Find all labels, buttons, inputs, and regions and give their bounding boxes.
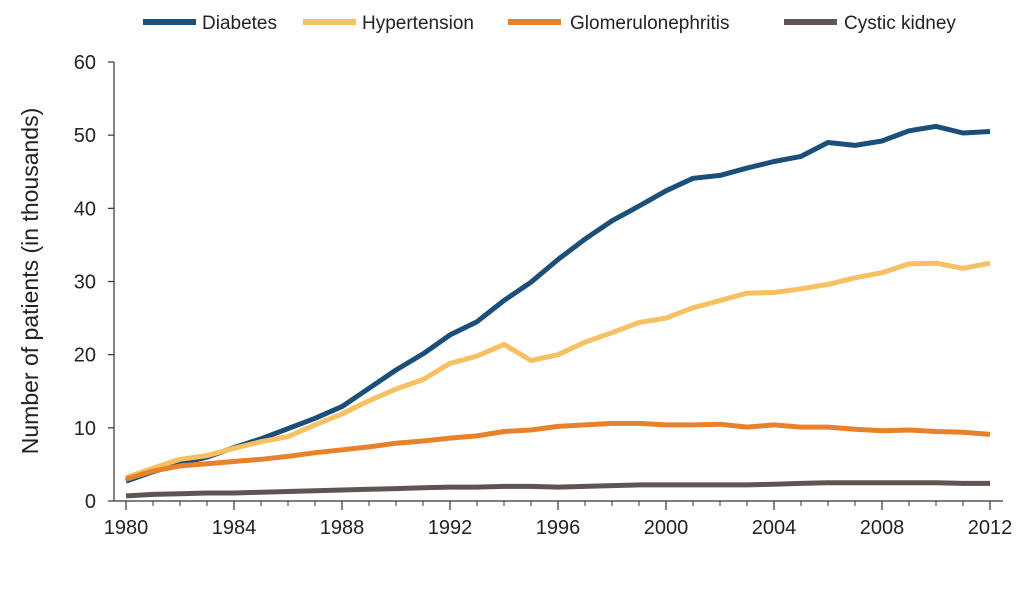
series-lines bbox=[125, 123, 991, 499]
y-tick-label: 50 bbox=[74, 125, 96, 147]
legend-label-cystic-kidney: Cystic kidney bbox=[844, 13, 956, 34]
y-tick-label: 20 bbox=[74, 345, 96, 367]
x-tick-label: 2008 bbox=[860, 517, 905, 539]
legend-label-glomerulonephritis: Glomerulonephritis bbox=[570, 13, 729, 34]
series-line-glomerulonephritis bbox=[125, 420, 991, 482]
legend-label-diabetes: Diabetes bbox=[202, 13, 277, 34]
x-tick-label: 1984 bbox=[212, 517, 257, 539]
legend-label-hypertension: Hypertension bbox=[362, 13, 474, 34]
series-line-hypertension bbox=[125, 260, 991, 480]
x-tick-label: 2004 bbox=[752, 517, 797, 539]
x-axis: 1980 1984 1988 1992 1996 2000 2004 2008 2012 bbox=[104, 500, 1013, 539]
y-tick-label: 60 bbox=[74, 52, 96, 74]
y-tick-label: 30 bbox=[74, 272, 96, 294]
y-tick-label: 10 bbox=[74, 418, 96, 440]
series-line-diabetes bbox=[125, 123, 991, 484]
y-tick-label: 40 bbox=[74, 198, 96, 220]
y-axis-title: Number of patients (in thousands) bbox=[17, 108, 43, 454]
x-tick-label: 2012 bbox=[968, 517, 1013, 539]
series-line-cystic-kidney bbox=[125, 480, 990, 499]
x-tick-label: 1988 bbox=[320, 517, 365, 539]
x-tick-label: 1996 bbox=[536, 517, 581, 539]
legend: Diabetes Hypertension Glomerulonephritis Cy… bbox=[143, 13, 956, 34]
x-tick-label: 1980 bbox=[104, 517, 149, 539]
x-tick-label: 1992 bbox=[428, 517, 473, 539]
x-tick-label: 2000 bbox=[644, 517, 689, 539]
y-axis: 0 10 20 30 40 50 60 bbox=[74, 52, 115, 513]
y-tick-label: 0 bbox=[85, 491, 96, 513]
